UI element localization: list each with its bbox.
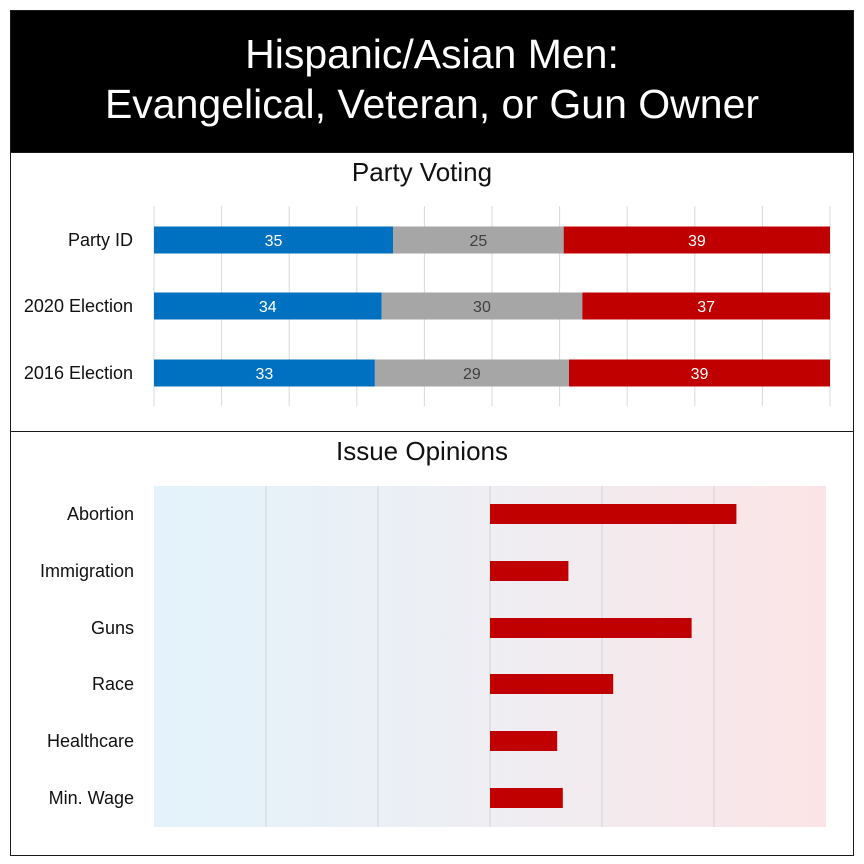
charts-canvas: Party Voting Party ID 2020 Election 2016 E… xyxy=(24,157,831,827)
issue-opinions-bars xyxy=(490,504,737,808)
party-voting-bar-segment xyxy=(582,292,830,320)
party-voting-bar-segment xyxy=(381,292,583,320)
party-voting-data-label: 29 xyxy=(463,366,481,383)
issue-opinions-category-label: Immigration xyxy=(40,561,134,581)
party-voting-bars: 35 25 39 34 30 37 33 29 39 xyxy=(154,226,830,387)
issue-opinions-bar xyxy=(490,618,692,638)
header-title-line-1: Hispanic/Asian Men: xyxy=(245,31,619,77)
party-voting-title: Party Voting xyxy=(352,157,492,187)
issue-opinions-category-label: Min. Wage xyxy=(49,788,134,808)
issue-opinions-bar xyxy=(490,561,569,581)
issue-opinions-category-label: Abortion xyxy=(67,504,134,524)
section-divider xyxy=(11,431,853,432)
party-voting-data-label: 35 xyxy=(265,233,283,250)
party-voting-bar-segment xyxy=(154,359,375,387)
header-banner: Hispanic/Asian Men: Evangelical, Veteran… xyxy=(11,11,853,152)
party-voting-data-label: 37 xyxy=(697,299,715,316)
issue-opinions-category-label: Race xyxy=(92,674,134,694)
issue-opinions-bar xyxy=(490,674,614,694)
party-voting-bar-segment xyxy=(154,226,393,254)
party-voting-category-label: 2016 Election xyxy=(24,363,133,383)
issue-opinions-category-label: Guns xyxy=(91,618,134,638)
issue-opinions-title: Issue Opinions xyxy=(336,436,508,466)
party-voting-data-label: 34 xyxy=(259,299,277,316)
party-voting-bar-segment xyxy=(563,226,830,254)
party-voting-category-label: 2020 Election xyxy=(24,296,133,316)
party-voting-bar-segment xyxy=(154,292,382,320)
issue-opinions-gridlines xyxy=(265,486,715,827)
issue-opinions-bar xyxy=(490,731,558,751)
issue-opinions-bar xyxy=(490,504,737,524)
issue-opinions-bar xyxy=(490,788,563,808)
header-title-line-2: Evangelical, Veteran, or Gun Owner xyxy=(104,81,760,127)
party-voting-data-label: 30 xyxy=(473,299,491,316)
issue-opinions-category-labels: Abortion Immigration Guns Race Healthcare Min… xyxy=(40,504,134,808)
section-divider xyxy=(11,152,853,153)
party-voting-chart: Party Voting Party ID 2020 Election 2016 E… xyxy=(24,157,831,406)
party-voting-data-label: 33 xyxy=(256,366,274,383)
issue-opinions-chart: Issue Opinions Abortion Immigration Guns Ra… xyxy=(40,436,826,827)
issue-opinions-category-label: Healthcare xyxy=(47,731,134,751)
party-voting-data-label: 25 xyxy=(469,233,487,250)
party-voting-bar-segment xyxy=(374,359,569,387)
party-voting-data-label: 39 xyxy=(688,233,706,250)
party-voting-category-label: Party ID xyxy=(68,230,133,250)
party-voting-data-label: 39 xyxy=(691,366,709,383)
party-voting-bar-segment xyxy=(568,359,830,387)
party-voting-bar-segment xyxy=(392,226,564,254)
party-voting-category-labels: Party ID 2020 Election 2016 Election xyxy=(24,230,133,383)
